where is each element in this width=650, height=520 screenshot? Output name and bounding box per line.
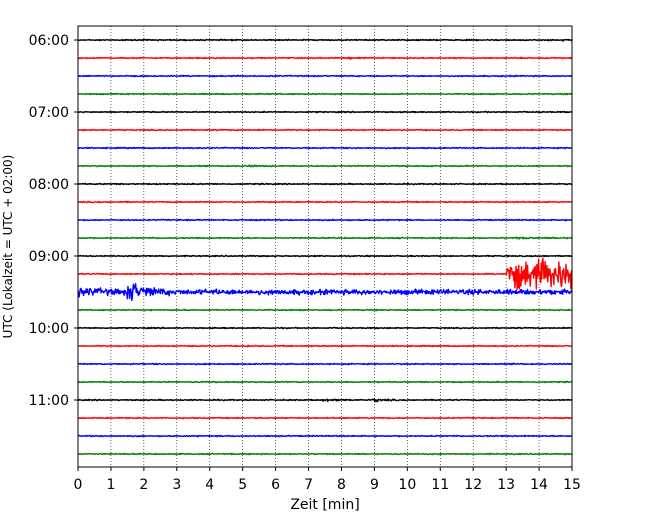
trace-line (77, 110, 573, 114)
x-tick-label: 3 (172, 477, 181, 493)
y-tick-label: 06:00 (29, 33, 69, 49)
trace-line (77, 380, 573, 384)
trace-line (77, 416, 573, 420)
trace-line (77, 452, 573, 456)
x-tick-label: 11 (431, 477, 449, 493)
trace-line (77, 362, 573, 366)
x-axis-title: Zeit [min] (290, 497, 359, 513)
trace-line (77, 128, 573, 132)
y-tick-label: 10:00 (29, 321, 69, 337)
trace-line (77, 92, 573, 96)
x-tick-label: 6 (271, 477, 280, 493)
y-tick-label: 07:00 (29, 105, 69, 121)
seismogram-traces (77, 38, 573, 456)
trace-line (77, 236, 573, 240)
x-tick-label: 10 (398, 477, 416, 493)
trace-line (77, 254, 573, 258)
trace-line (77, 326, 573, 330)
trace-line (77, 434, 573, 438)
trace-line (77, 344, 573, 348)
trace-line (77, 146, 573, 150)
y-tick-label: 08:00 (29, 177, 69, 193)
plot-frame (77, 25, 573, 468)
trace-line (77, 74, 573, 78)
x-tick-label: 4 (205, 477, 214, 493)
trace-line (77, 38, 573, 42)
trace-line (77, 56, 573, 60)
x-tick-label: 14 (530, 477, 548, 493)
y-axis-ticks: 06:00 07:00 08:00 09:00 10:00 11:00 (29, 33, 78, 409)
x-tick-label: 13 (497, 477, 515, 493)
trace-line (77, 308, 573, 312)
x-tick-label: 5 (238, 477, 247, 493)
y-tick-label: 09:00 (29, 249, 69, 265)
x-tick-label: 0 (74, 477, 83, 493)
trace-line (77, 182, 573, 186)
y-axis-title: UTC (Lokalzeit = UTC + 02:00) (1, 155, 15, 339)
trace-line (77, 283, 573, 302)
trace-line (77, 218, 573, 222)
x-tick-label: 15 (563, 477, 581, 493)
x-tick-label: 8 (337, 477, 346, 493)
trace-line (77, 200, 573, 204)
trace-line (77, 164, 573, 168)
trace-line (77, 398, 573, 403)
x-tick-label: 1 (106, 477, 115, 493)
y-tick-label: 11:00 (29, 393, 69, 409)
x-tick-label: 9 (370, 477, 379, 493)
x-tick-label: 12 (464, 477, 482, 493)
x-axis-ticks: 0 1 2 3 4 5 6 7 8 9 10 11 12 13 14 15 (74, 467, 581, 493)
x-tick-label: 2 (139, 477, 148, 493)
x-tick-label: 7 (304, 477, 313, 493)
trace-line (77, 257, 573, 291)
